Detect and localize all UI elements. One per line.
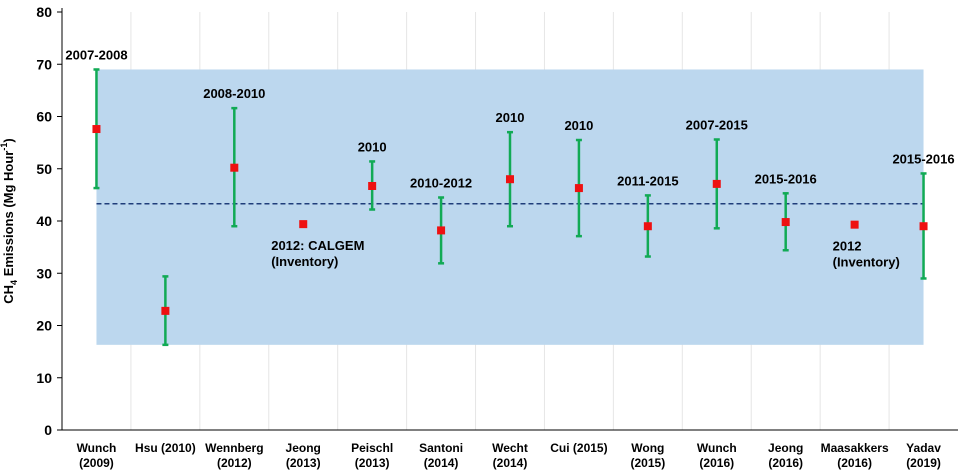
y-tick-label: 30 xyxy=(36,265,52,281)
y-axis-label: CH4 Emissions (Mg Hour-1) xyxy=(0,138,19,303)
y-tick-label: 80 xyxy=(36,4,52,20)
data-markers xyxy=(92,125,928,315)
x-tick-label: Wong xyxy=(631,441,664,455)
data-point xyxy=(230,163,239,172)
data-point xyxy=(92,125,101,134)
data-point xyxy=(161,306,170,315)
y-tick-label: 20 xyxy=(36,318,52,334)
y-label-main: Emissions (Mg Hour xyxy=(1,151,16,280)
point-annotation: 2010 xyxy=(496,110,525,125)
point-annotation: 2007-2015 xyxy=(686,117,748,132)
x-tick-label: (2019) xyxy=(906,456,941,470)
y-tick-label: 10 xyxy=(36,370,52,386)
data-point xyxy=(781,218,790,227)
point-annotation: 2015-2016 xyxy=(892,151,954,166)
x-tick-label: Yadav xyxy=(906,441,941,455)
x-tick-label: Peischl xyxy=(351,441,393,455)
point-annotation: 2008-2010 xyxy=(203,86,265,101)
data-point xyxy=(368,181,377,190)
x-tick-label: (2015) xyxy=(631,456,666,470)
x-tick-label: Wunch xyxy=(697,441,737,455)
data-point xyxy=(919,222,928,231)
x-tick-label: Wennberg xyxy=(205,441,263,455)
point-annotation: 2012: CALGEM xyxy=(271,238,364,253)
x-tick-label: (2014) xyxy=(493,456,528,470)
x-tick-label: Wecht xyxy=(492,441,528,455)
data-point xyxy=(643,222,652,231)
point-annotation: 2010 xyxy=(564,118,593,133)
x-tick-label: (2013) xyxy=(355,456,390,470)
y-axis-ticks: 0 10 20 30 40 50 60 70 80 xyxy=(36,4,62,438)
y-label-sup: -1 xyxy=(0,143,9,151)
y-tick-label: 0 xyxy=(44,422,52,438)
x-tick-label: Maasakkers xyxy=(821,441,889,455)
point-annotation: 2012 xyxy=(833,239,862,254)
x-tick-label: (2016) xyxy=(768,456,803,470)
data-point xyxy=(299,220,308,229)
data-point xyxy=(850,220,859,229)
point-annotation: (Inventory) xyxy=(271,254,338,269)
y-tick-label: 40 xyxy=(36,213,52,229)
point-annotation: 2007-2008 xyxy=(65,47,127,62)
y-tick-label: 70 xyxy=(36,56,52,72)
point-annotation: 2010 xyxy=(358,139,387,154)
x-tick-label: Hsu (2010) xyxy=(135,441,196,455)
x-tick-label: Jeong xyxy=(768,441,803,455)
x-tick-label: Wunch xyxy=(77,441,117,455)
y-label-ch: CH xyxy=(1,285,16,304)
data-point xyxy=(437,226,446,235)
x-axis-category-labels: Wunch(2009)Hsu (2010) Wennberg(2012)Jeong… xyxy=(77,441,942,470)
point-annotation: 2010-2012 xyxy=(410,175,472,190)
y-tick-label: 50 xyxy=(36,161,52,177)
point-annotation: 2011-2015 xyxy=(617,173,678,188)
x-tick-label: Cui (2015) xyxy=(550,441,607,455)
y-label-sub: 4 xyxy=(9,280,19,285)
data-point xyxy=(574,184,583,193)
point-annotation: 2015-2016 xyxy=(755,171,817,186)
y-label-close: ) xyxy=(1,138,16,142)
x-tick-label: (2013) xyxy=(286,456,321,470)
data-point xyxy=(712,179,721,188)
x-tick-label: (2009) xyxy=(79,456,114,470)
x-tick-label: (2016) xyxy=(837,456,872,470)
x-tick-label: (2012) xyxy=(217,456,252,470)
x-tick-label: Santoni xyxy=(419,441,463,455)
x-tick-label: (2016) xyxy=(699,456,734,470)
data-point xyxy=(506,175,514,184)
x-tick-label: (2014) xyxy=(424,456,459,470)
x-tick-label: Jeong xyxy=(286,441,321,455)
point-annotation: (Inventory) xyxy=(833,255,900,270)
y-tick-label: 60 xyxy=(36,109,52,125)
